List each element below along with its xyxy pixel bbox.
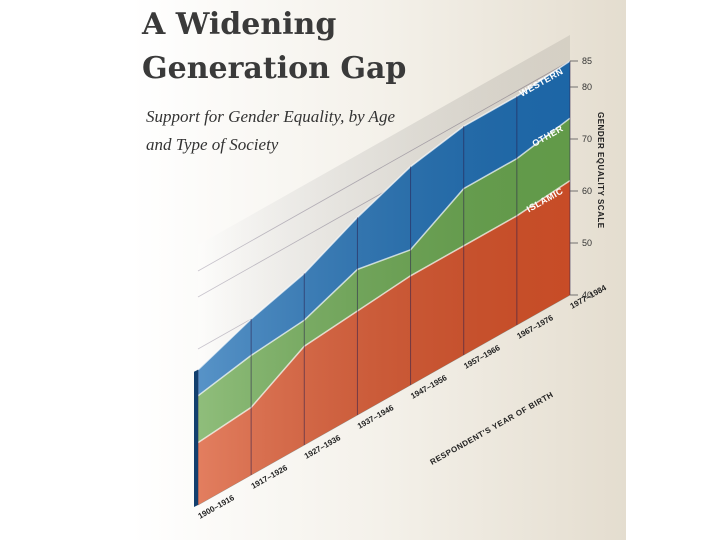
area-line bbox=[197, 117, 571, 397]
area-line bbox=[197, 179, 571, 444]
y-tick-label: 85 bbox=[582, 56, 592, 66]
side-face bbox=[194, 369, 198, 507]
area-shade bbox=[198, 35, 570, 505]
title-line: A Widening bbox=[141, 7, 336, 42]
y-tick-label: 50 bbox=[582, 238, 592, 248]
y-axis-label: GENDER EQUALITY SCALE bbox=[596, 112, 605, 229]
y-tick-label: 60 bbox=[582, 186, 592, 196]
area-line bbox=[197, 60, 571, 371]
title-line: Generation Gap bbox=[142, 51, 406, 86]
subtitle-line: Support for Gender Equality, by Age bbox=[146, 107, 395, 126]
y-tick-label: 40 bbox=[582, 290, 592, 300]
y-tick-label: 70 bbox=[582, 134, 592, 144]
y-tick-label: 80 bbox=[582, 82, 592, 92]
subtitle-line: and Type of Society bbox=[146, 135, 279, 154]
